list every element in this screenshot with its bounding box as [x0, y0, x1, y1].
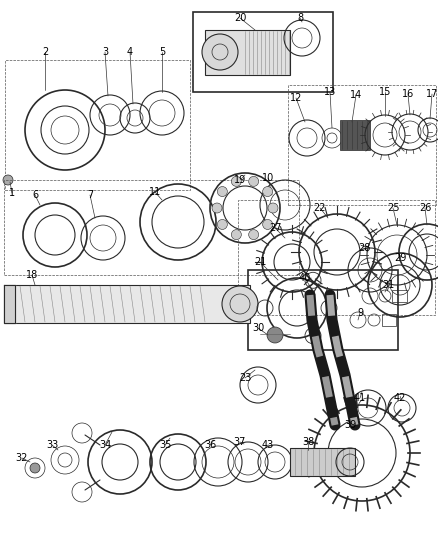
Text: 26: 26 — [419, 203, 431, 213]
Text: 12: 12 — [290, 93, 302, 103]
Text: 37: 37 — [234, 437, 246, 447]
Circle shape — [263, 187, 272, 197]
Text: 19: 19 — [234, 175, 246, 185]
Text: 34: 34 — [99, 440, 111, 450]
Bar — [288, 85, 436, 205]
Text: 2: 2 — [42, 47, 48, 57]
Text: 25: 25 — [387, 203, 399, 213]
Text: 9: 9 — [357, 308, 363, 318]
Text: 23: 23 — [239, 373, 251, 383]
Circle shape — [217, 220, 227, 230]
Text: 3: 3 — [102, 47, 108, 57]
Circle shape — [231, 176, 241, 187]
Text: 41: 41 — [354, 393, 366, 403]
Text: 43: 43 — [262, 440, 274, 450]
Text: 31: 31 — [382, 280, 394, 290]
Text: 18: 18 — [26, 270, 38, 280]
Polygon shape — [4, 285, 15, 323]
Text: 1: 1 — [9, 188, 15, 198]
Text: 17: 17 — [426, 89, 438, 99]
Text: 36: 36 — [204, 440, 216, 450]
Text: 16: 16 — [402, 89, 414, 99]
Text: 30: 30 — [252, 323, 264, 333]
Circle shape — [222, 286, 258, 322]
Circle shape — [231, 230, 241, 240]
Circle shape — [249, 176, 259, 187]
Text: 14: 14 — [350, 90, 362, 100]
Text: 29: 29 — [394, 253, 406, 263]
Text: 15: 15 — [379, 87, 391, 97]
Bar — [382, 314, 396, 326]
Circle shape — [3, 175, 13, 185]
Text: 38: 38 — [302, 437, 314, 447]
Circle shape — [249, 230, 259, 240]
Text: 42: 42 — [394, 393, 406, 403]
Text: 39: 39 — [344, 420, 356, 430]
Circle shape — [263, 220, 272, 230]
Text: 40: 40 — [299, 273, 311, 283]
Text: 20: 20 — [234, 13, 246, 23]
Circle shape — [30, 463, 40, 473]
Bar — [392, 290, 407, 302]
Circle shape — [212, 203, 222, 213]
Bar — [5, 60, 190, 190]
Text: 5: 5 — [159, 47, 165, 57]
Bar — [340, 120, 370, 150]
Bar — [238, 200, 435, 315]
Circle shape — [267, 327, 283, 343]
Circle shape — [202, 34, 238, 70]
Text: 6: 6 — [32, 190, 38, 200]
Text: 10: 10 — [262, 173, 274, 183]
Bar — [205, 30, 290, 75]
Circle shape — [217, 187, 227, 197]
Text: 21: 21 — [254, 257, 266, 267]
Text: 7: 7 — [87, 190, 93, 200]
Text: 32: 32 — [16, 453, 28, 463]
Text: 35: 35 — [159, 440, 171, 450]
Text: 13: 13 — [324, 87, 336, 97]
Bar — [4, 180, 299, 275]
Text: 4: 4 — [127, 47, 133, 57]
Text: 22: 22 — [314, 203, 326, 213]
Text: 27: 27 — [269, 223, 281, 233]
Bar — [248, 270, 398, 350]
Bar — [290, 448, 355, 476]
Text: 8: 8 — [297, 13, 303, 23]
Bar — [193, 12, 333, 92]
Text: 33: 33 — [46, 440, 58, 450]
Text: 11: 11 — [149, 187, 161, 197]
Bar — [4, 285, 250, 323]
Circle shape — [268, 203, 278, 213]
Text: 28: 28 — [358, 243, 370, 253]
